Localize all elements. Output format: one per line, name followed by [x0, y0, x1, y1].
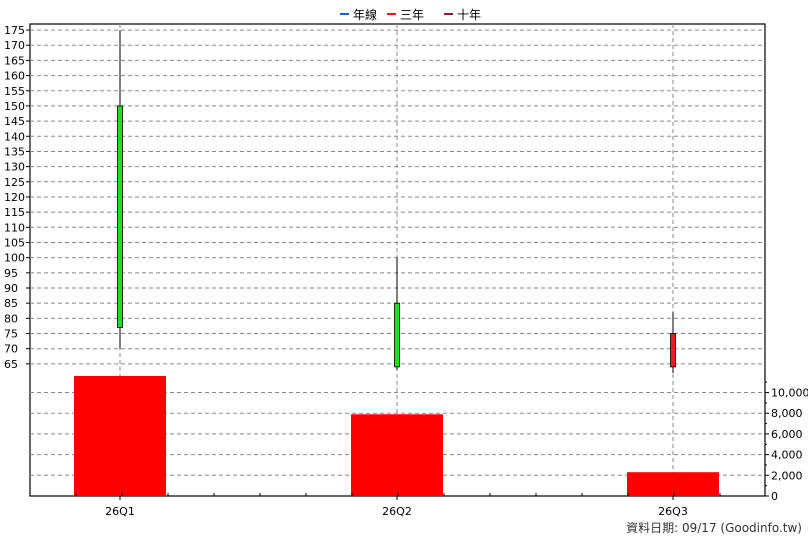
x-tick-label: 26Q3 — [658, 505, 688, 518]
legend-label: 三年 — [400, 8, 424, 22]
price-tick-label: 80 — [4, 312, 18, 325]
price-tick-label: 75 — [4, 328, 18, 341]
price-tick-label: 130 — [4, 161, 25, 174]
price-tick-label: 170 — [4, 39, 25, 52]
price-tick-label: 120 — [4, 191, 25, 204]
legend-label: 十年 — [457, 8, 481, 22]
candle-body — [394, 302, 400, 368]
price-tick-label: 125 — [4, 176, 25, 189]
x-tick-label: 26Q2 — [382, 505, 412, 518]
price-tick-label: 175 — [4, 24, 25, 37]
price-tick-label: 150 — [4, 100, 25, 113]
volume-tick-label: 10,000 — [771, 387, 808, 400]
x-tick-label: 26Q1 — [105, 505, 135, 518]
price-tick-label: 90 — [4, 282, 18, 295]
volume-tick-label: 2,000 — [771, 469, 803, 482]
price-tick-label: 100 — [4, 252, 25, 265]
legend-label: 年線 — [353, 7, 377, 22]
volume-bar — [351, 414, 443, 496]
volume-tick-label: 8,000 — [771, 407, 803, 420]
price-tick-label: 160 — [4, 70, 25, 83]
volume-bar — [74, 376, 166, 496]
price-tick-label: 135 — [4, 145, 25, 158]
price-tick-label: 165 — [4, 54, 25, 67]
price-tick-label: 95 — [4, 267, 18, 280]
price-tick-label: 85 — [4, 297, 18, 310]
price-tick-label: 70 — [4, 343, 18, 356]
price-tick-label: 105 — [4, 236, 25, 249]
price-tick-label: 110 — [4, 221, 25, 234]
candle-body — [670, 333, 676, 368]
volume-tick-label: 4,000 — [771, 449, 803, 462]
volume-tick-label: 0 — [771, 490, 778, 503]
candle-body — [117, 105, 123, 328]
price-tick-label: 115 — [4, 206, 25, 219]
price-tick-label: 140 — [4, 130, 25, 143]
volume-bar — [627, 472, 719, 496]
footer-source: 資料日期: 09/17 (Goodinfo.tw) — [626, 521, 802, 535]
price-tick-label: 155 — [4, 85, 25, 98]
price-tick-label: 145 — [4, 115, 25, 128]
price-tick-label: 65 — [4, 358, 18, 371]
volume-tick-label: 6,000 — [771, 428, 803, 441]
